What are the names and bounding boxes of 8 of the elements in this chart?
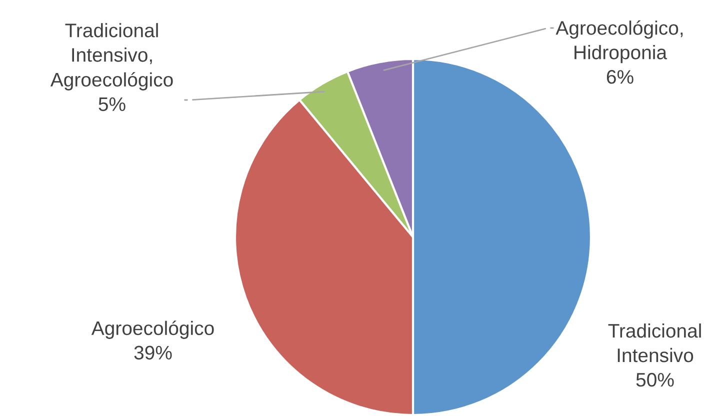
slice-label: Tradicional Intensivo, Agroecológico	[50, 23, 173, 90]
slice-label: Agroecológico, Hidroponia	[556, 20, 683, 64]
data-label: 50%	[636, 372, 674, 387]
data-label: 5%	[98, 97, 126, 112]
data-label: 39%	[134, 346, 172, 360]
slice-label: Tradicional Intensivo	[608, 323, 701, 362]
slice-label: Agroecológico	[91, 320, 214, 339]
data-label: 6%	[606, 70, 634, 84]
